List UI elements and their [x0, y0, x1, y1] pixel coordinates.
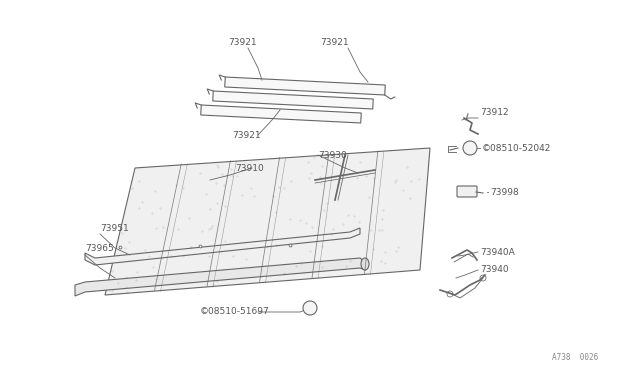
- Text: S: S: [307, 305, 312, 311]
- Text: S: S: [467, 145, 472, 151]
- Polygon shape: [212, 91, 373, 109]
- Text: 73921: 73921: [320, 38, 349, 46]
- Circle shape: [303, 301, 317, 315]
- Polygon shape: [225, 77, 385, 95]
- Polygon shape: [75, 258, 365, 296]
- Text: ©08510-51697: ©08510-51697: [200, 308, 269, 317]
- Text: A738  0026: A738 0026: [552, 353, 598, 362]
- Text: 73965: 73965: [85, 244, 114, 253]
- Polygon shape: [201, 105, 361, 123]
- Polygon shape: [85, 228, 360, 265]
- Circle shape: [447, 291, 453, 297]
- Text: 73912: 73912: [480, 108, 509, 116]
- Circle shape: [480, 275, 486, 281]
- Polygon shape: [105, 148, 430, 295]
- Circle shape: [463, 141, 477, 155]
- Text: 73921: 73921: [232, 131, 260, 140]
- Text: 73940: 73940: [480, 266, 509, 275]
- Text: 73951: 73951: [100, 224, 129, 232]
- Text: 73998: 73998: [490, 187, 519, 196]
- Text: ©08510-52042: ©08510-52042: [482, 144, 552, 153]
- Text: 73910: 73910: [235, 164, 264, 173]
- Text: 73930: 73930: [318, 151, 347, 160]
- Text: 73940A: 73940A: [480, 247, 515, 257]
- Ellipse shape: [361, 258, 369, 270]
- Text: 73921: 73921: [228, 38, 257, 46]
- FancyBboxPatch shape: [457, 186, 477, 197]
